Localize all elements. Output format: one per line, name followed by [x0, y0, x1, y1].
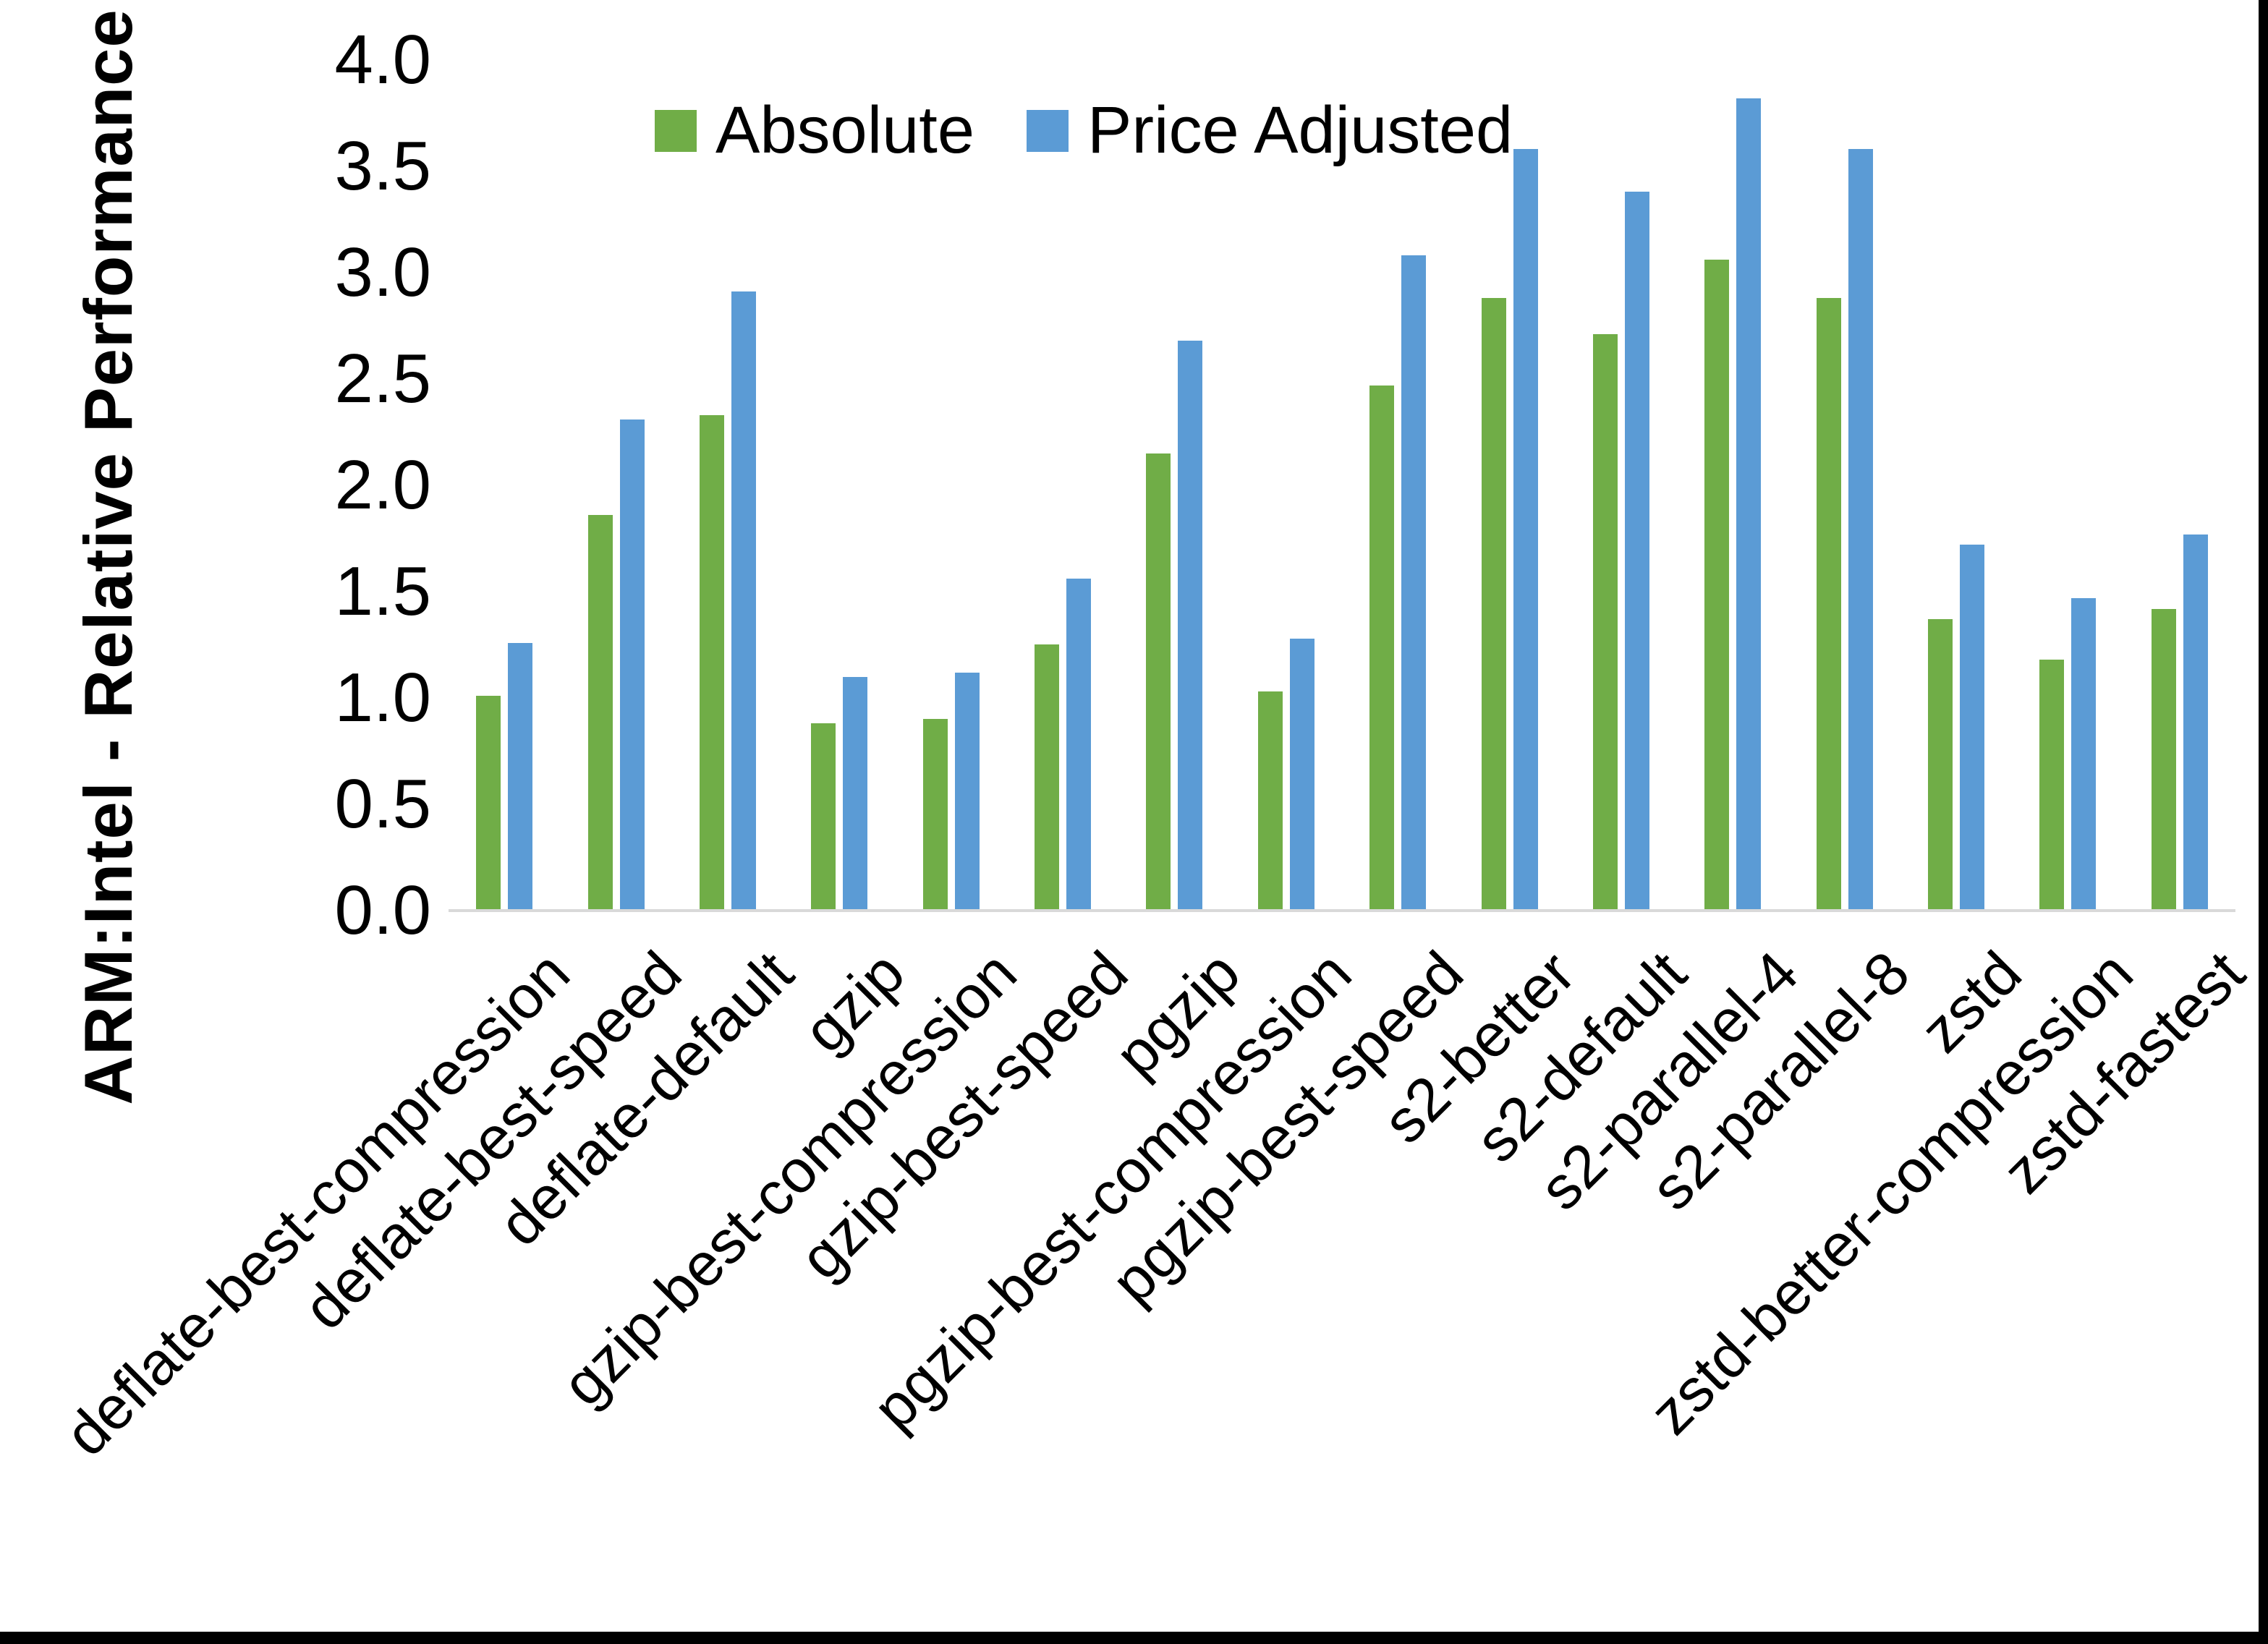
- y-tick-label-0.5: 0.5: [334, 765, 431, 843]
- bar-absolute-zstd-better-compression: [2039, 660, 2065, 911]
- y-tick-label-0.0: 0.0: [334, 872, 431, 949]
- bar-absolute-s2-parallel-8: [1816, 298, 1841, 911]
- bar-absolute-gzip-best-speed: [1035, 644, 1060, 911]
- x-axis-line: [449, 909, 2235, 912]
- y-tick-label-1.0: 1.0: [334, 659, 431, 736]
- y-tick-label-2.5: 2.5: [334, 340, 431, 417]
- bar-absolute-deflate-default: [699, 415, 724, 911]
- bar-absolute-s2-parallel-4: [1704, 260, 1730, 911]
- y-tick-label-2.0: 2.0: [334, 446, 431, 524]
- bar-absolute-zstd: [1928, 619, 1953, 911]
- frame-bottom-edge: [0, 1632, 2268, 1644]
- plot-area: [449, 60, 2235, 911]
- bar-price-adjusted-pgzip-best-compression: [1289, 639, 1314, 911]
- bar-absolute-s2-better: [1481, 298, 1506, 911]
- bar-price-adjusted-zstd-fastest: [2183, 534, 2208, 911]
- bar-price-adjusted-s2-parallel-8: [1848, 149, 1873, 911]
- bar-absolute-gzip: [811, 723, 836, 911]
- bar-price-adjusted-pgzip-best-speed: [1401, 255, 1427, 911]
- bar-price-adjusted-deflate-best-speed: [619, 419, 645, 911]
- bar-absolute-pgzip-best-speed: [1369, 386, 1395, 911]
- legend: Absolute Price Adjusted: [655, 93, 1513, 169]
- bar-price-adjusted-gzip-best-speed: [1066, 579, 1092, 911]
- bar-price-adjusted-gzip: [843, 677, 868, 911]
- bar-absolute-zstd-fastest: [2151, 609, 2176, 911]
- bar-price-adjusted-deflate-default: [731, 291, 756, 911]
- bar-price-adjusted-zstd: [1960, 545, 1985, 911]
- bar-price-adjusted-s2-better: [1513, 149, 1538, 911]
- bar-absolute-pgzip: [1146, 453, 1171, 911]
- legend-label-price-adjusted: Price Adjusted: [1087, 93, 1513, 167]
- bar-price-adjusted-deflate-best-compression: [508, 643, 533, 911]
- bar-price-adjusted-s2-parallel-4: [1736, 98, 1762, 911]
- legend-label-absolute: Absolute: [715, 93, 975, 167]
- legend-swatch-price-adjusted: [1027, 109, 1069, 152]
- y-tick-label-1.5: 1.5: [334, 553, 431, 630]
- y-tick-label-3.5: 3.5: [334, 127, 431, 205]
- bar-absolute-gzip-best-compression: [922, 719, 948, 911]
- legend-entry-absolute: Absolute: [655, 93, 974, 169]
- y-tick-label-4.0: 4.0: [334, 21, 431, 98]
- bar-price-adjusted-pgzip: [1178, 341, 1203, 911]
- y-tick-label-3.0: 3.0: [334, 234, 431, 311]
- legend-entry-price-adjusted: Price Adjusted: [1027, 93, 1513, 169]
- legend-swatch-absolute: [655, 109, 697, 152]
- bar-absolute-pgzip-best-compression: [1257, 691, 1283, 911]
- frame-right-edge: [2259, 0, 2268, 1644]
- bar-price-adjusted-gzip-best-compression: [954, 673, 980, 911]
- bar-absolute-s2-default: [1592, 334, 1618, 911]
- bar-absolute-deflate-best-speed: [587, 515, 613, 911]
- bar-price-adjusted-zstd-better-compression: [2071, 598, 2097, 911]
- bar-price-adjusted-s2-default: [1624, 192, 1649, 911]
- bar-absolute-deflate-best-compression: [476, 696, 501, 911]
